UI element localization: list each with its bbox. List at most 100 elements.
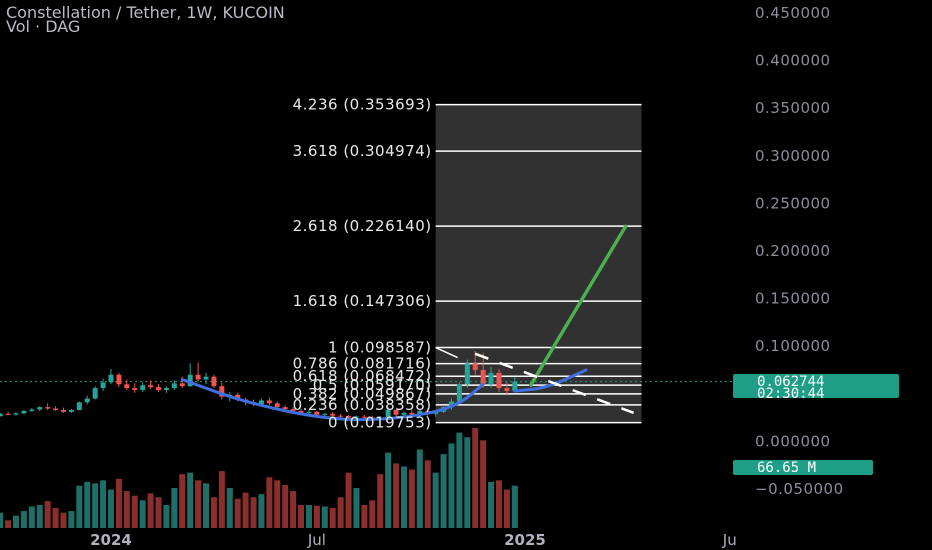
candle-body	[179, 383, 185, 387]
volume-bar	[329, 508, 336, 528]
small-cup-curve	[513, 368, 588, 393]
volume-bar	[400, 466, 407, 528]
volume-bar	[226, 488, 233, 528]
fib-level-label: 2.618 (0.226140)	[293, 217, 432, 235]
time-axis-tick: 2025	[504, 531, 546, 549]
time-axis-tick: 2024	[90, 531, 132, 549]
target-arrow-line	[528, 224, 628, 387]
price-axis-tick: 0.350000	[755, 99, 831, 117]
candle-body	[37, 407, 43, 410]
fib-level-label: 1.618 (0.147306)	[293, 292, 432, 310]
volume-bar	[242, 492, 249, 528]
time-axis-tick: Jul	[307, 531, 326, 549]
candle-body	[68, 409, 74, 412]
volume-bar	[424, 460, 431, 528]
volume-bar	[234, 498, 241, 528]
volume-bar	[84, 481, 91, 528]
volume-bar	[179, 474, 186, 528]
price-axis-tick: 0.150000	[755, 290, 831, 308]
candle-body	[163, 388, 169, 390]
candle-body	[314, 411, 320, 415]
candle-body	[282, 407, 288, 410]
candle-body	[274, 403, 280, 408]
candle-body	[456, 384, 462, 402]
candle-body	[84, 398, 90, 403]
volume-bar	[361, 504, 368, 528]
candle-body	[219, 386, 225, 397]
candle-body	[290, 409, 296, 411]
volume-bar	[385, 452, 392, 528]
volume-bar	[36, 504, 43, 528]
volume-bar	[12, 515, 19, 528]
fib-level-label: 4.236 (0.353693)	[293, 96, 432, 114]
volume-bar	[266, 477, 273, 528]
candle-body	[171, 383, 177, 389]
volume-bar	[503, 489, 510, 528]
volume-tag	[733, 460, 873, 475]
volume-bar	[76, 485, 83, 528]
volume-bar	[353, 488, 360, 528]
candle-body	[496, 372, 502, 389]
dashed-trend-line	[474, 352, 635, 415]
fibonacci-extension[interactable]	[435, 103, 642, 424]
volume-bar	[123, 491, 130, 528]
candle-body	[448, 401, 454, 408]
candlesticks	[0, 350, 518, 421]
candle-body	[235, 394, 241, 400]
volume-bar	[432, 472, 439, 528]
candle-body	[361, 416, 367, 418]
volume-bar	[203, 483, 210, 528]
price-axis-tick: 0.300000	[755, 147, 831, 165]
candle-body	[258, 400, 264, 405]
drawings[interactable]	[180, 224, 635, 422]
volume-bar	[210, 497, 217, 528]
candle-body	[124, 384, 130, 389]
price-axis-tick: 0.000000	[755, 432, 831, 450]
price-axis-tick: −0.050000	[755, 480, 844, 498]
volume-bar	[337, 497, 344, 528]
volume-bar	[416, 449, 423, 528]
volume-bar	[52, 508, 59, 528]
volume-bar	[115, 478, 122, 528]
candle-body	[298, 410, 304, 413]
volume-bar	[187, 472, 194, 528]
volume-bar	[488, 481, 495, 528]
bar-countdown: 02:30:44	[757, 386, 824, 402]
volume-bar	[274, 480, 281, 528]
volume-bar	[321, 506, 328, 528]
candle-body	[203, 376, 209, 380]
volume-bar	[28, 506, 35, 528]
volume-bar	[20, 511, 27, 528]
volume-bar	[282, 484, 289, 528]
volume-legend: Vol · DAG	[6, 17, 81, 36]
volume-bar	[163, 504, 170, 528]
time-axis[interactable]: 2024 Jul 2025 Ju	[90, 531, 737, 549]
volume-bar	[345, 472, 352, 528]
volume-bar	[298, 504, 305, 528]
volume-bars	[0, 428, 518, 528]
volume-bar	[258, 494, 265, 528]
price-axis-tick: 0.250000	[755, 194, 831, 212]
volume-tag-value: 66.65 M	[757, 460, 816, 476]
time-axis-tick: Ju	[722, 531, 737, 549]
candle-body	[132, 388, 138, 390]
volume-bar	[131, 495, 138, 528]
candle-body	[0, 413, 3, 417]
candle-body	[45, 407, 51, 409]
fib-level-label: 0.5 (0.059170)	[313, 376, 432, 394]
volume-bar	[218, 471, 225, 528]
candle-body	[116, 374, 122, 385]
volume-bar	[155, 497, 162, 528]
candle-body	[13, 413, 19, 415]
fib-level-label: 0.382 (0.049867)	[293, 385, 432, 403]
candle-body	[100, 382, 106, 389]
candle-body	[504, 388, 510, 391]
volume-bar	[171, 488, 178, 528]
volume-bar	[408, 469, 415, 528]
price-axis-tick: 0.450000	[755, 4, 831, 22]
candle-body	[108, 374, 114, 383]
price-axis[interactable]: 0.450000 0.400000 0.350000 0.300000 0.250000…	[755, 4, 844, 498]
fib-trend-line	[435, 346, 458, 359]
candle-body	[401, 412, 407, 415]
